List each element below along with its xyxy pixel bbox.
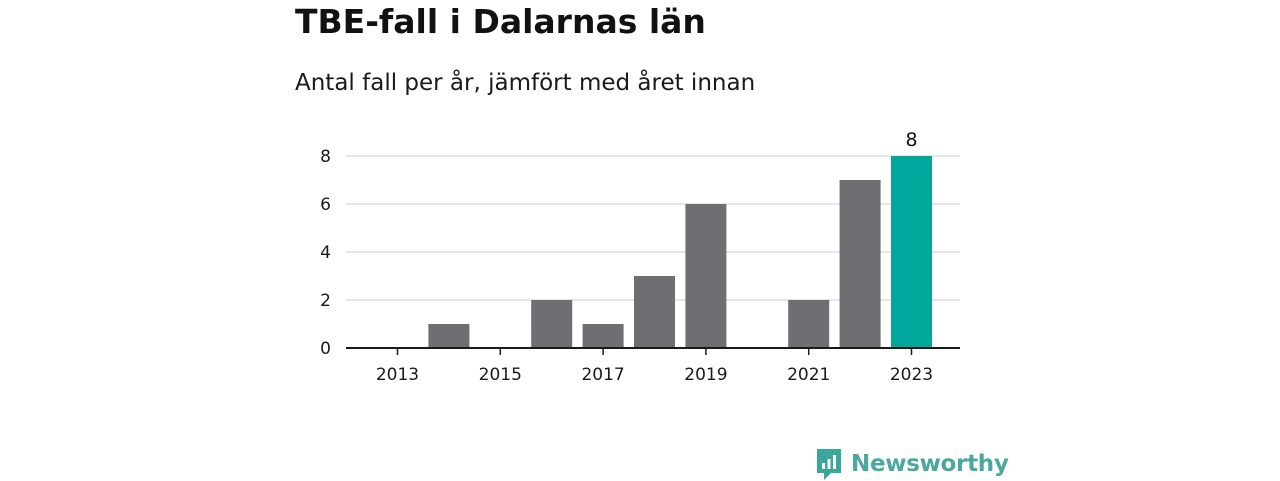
brand-name: Newsworthy [851, 451, 1009, 477]
bar [839, 180, 881, 348]
bar [891, 156, 932, 348]
bar [531, 300, 573, 348]
bar [685, 204, 727, 348]
x-tick-label: 2017 [581, 365, 624, 385]
bar [582, 324, 624, 348]
data-label: 8 [905, 129, 917, 151]
chart-subtitle: Antal fall per år, jämfört med året inna… [295, 70, 756, 96]
x-tick-label: 2021 [787, 365, 830, 385]
x-tick-label: 2013 [376, 365, 419, 385]
chart-title: TBE-fall i Dalarnas län [295, 2, 706, 41]
x-tick-label: 2019 [684, 365, 727, 385]
newsworthy-logo: Newsworthy [815, 447, 1009, 481]
newsworthy-logo-icon [817, 449, 841, 480]
bar [428, 324, 470, 348]
x-tick-label: 2023 [890, 365, 933, 385]
bar [634, 276, 675, 348]
y-tick-label: 6 [320, 195, 331, 215]
y-tick-label: 2 [320, 291, 331, 311]
x-tick-label: 2015 [479, 365, 522, 385]
y-tick-label: 4 [320, 243, 331, 263]
y-tick-label: 8 [320, 147, 331, 167]
bar [788, 300, 830, 348]
y-tick-label: 0 [320, 339, 331, 359]
